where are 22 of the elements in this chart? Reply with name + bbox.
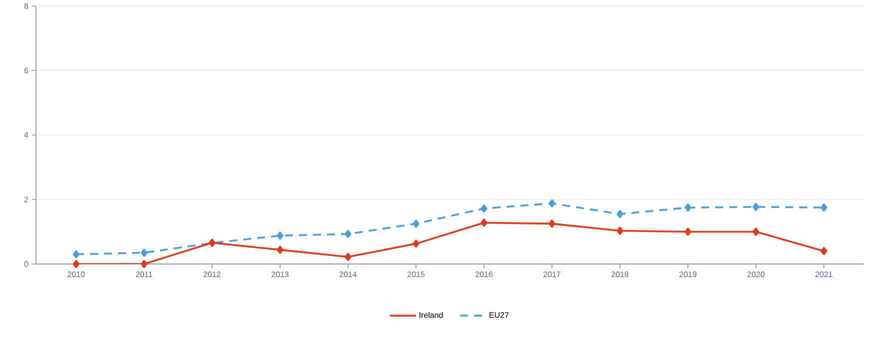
point (480, 218, 488, 227)
point (276, 232, 284, 240)
point (684, 203, 692, 212)
point (412, 240, 420, 248)
point (752, 228, 760, 236)
point (72, 250, 80, 258)
point (344, 252, 352, 262)
point (548, 220, 556, 228)
point (72, 260, 80, 268)
point (684, 228, 692, 236)
point (140, 248, 148, 257)
point (752, 202, 760, 212)
point (480, 204, 488, 213)
point (820, 203, 828, 212)
point (412, 220, 420, 228)
point (820, 247, 828, 256)
point (276, 246, 284, 254)
point (140, 260, 148, 268)
point (616, 226, 624, 235)
point (344, 230, 352, 238)
point (548, 199, 556, 208)
point (616, 210, 624, 218)
